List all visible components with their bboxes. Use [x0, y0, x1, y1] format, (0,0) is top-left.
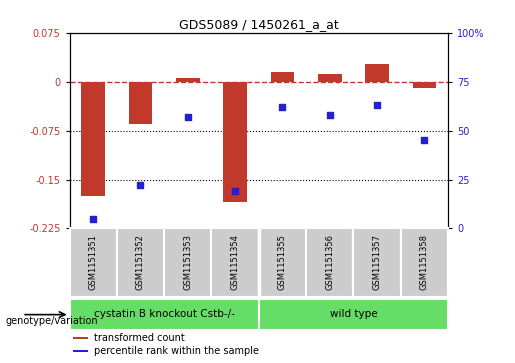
Bar	[73, 350, 89, 352]
Bar	[176, 78, 200, 82]
Point	[89, 216, 97, 221]
Bar	[212, 228, 259, 297]
Bar	[70, 228, 117, 297]
Text: GSM1151351: GSM1151351	[89, 234, 98, 290]
Text: GSM1151352: GSM1151352	[136, 234, 145, 290]
Bar	[413, 82, 436, 88]
Bar	[117, 228, 164, 297]
Bar	[306, 228, 353, 297]
Bar	[353, 228, 401, 297]
Text: transformed count: transformed count	[94, 333, 185, 343]
Text: GSM1151355: GSM1151355	[278, 234, 287, 290]
Text: GSM1151357: GSM1151357	[372, 234, 382, 290]
Point	[373, 102, 381, 108]
Point	[231, 188, 239, 194]
Bar	[259, 228, 306, 297]
Point	[325, 112, 334, 118]
Bar	[73, 337, 89, 339]
Bar	[129, 82, 152, 124]
Point	[420, 138, 428, 143]
Text: percentile rank within the sample: percentile rank within the sample	[94, 346, 259, 356]
Bar	[259, 299, 448, 330]
Text: GSM1151358: GSM1151358	[420, 234, 429, 290]
Text: genotype/variation: genotype/variation	[5, 316, 98, 326]
Bar	[164, 228, 212, 297]
Text: cystatin B knockout Cstb-/-: cystatin B knockout Cstb-/-	[94, 309, 235, 319]
Text: GSM1151353: GSM1151353	[183, 234, 192, 290]
Text: wild type: wild type	[330, 309, 377, 319]
Bar	[401, 228, 448, 297]
Bar	[81, 82, 105, 196]
Point	[278, 104, 286, 110]
Bar	[270, 72, 294, 82]
Point	[184, 114, 192, 120]
Bar	[365, 64, 389, 82]
Bar	[224, 82, 247, 202]
Text: GSM1151354: GSM1151354	[231, 234, 239, 290]
Point	[136, 183, 145, 188]
Text: GSM1151356: GSM1151356	[325, 234, 334, 290]
Bar	[318, 74, 341, 82]
Bar	[70, 299, 259, 330]
Title: GDS5089 / 1450261_a_at: GDS5089 / 1450261_a_at	[179, 19, 339, 32]
